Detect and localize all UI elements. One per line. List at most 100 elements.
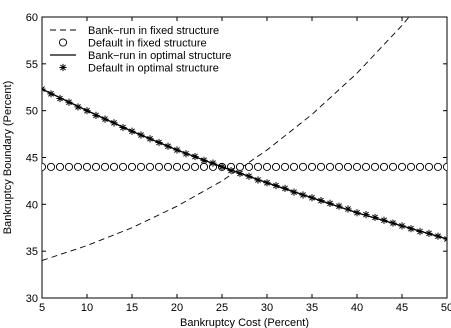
circle-marker bbox=[289, 162, 299, 171]
circle-marker bbox=[298, 162, 308, 171]
star-marker bbox=[443, 235, 447, 243]
legend-item: Default in optimal structure bbox=[59, 63, 219, 75]
star-marker bbox=[245, 172, 253, 180]
circle-marker bbox=[46, 162, 56, 171]
star-marker bbox=[92, 111, 100, 119]
y-tick-label: 50 bbox=[26, 106, 38, 118]
star-marker bbox=[209, 159, 217, 167]
x-tick-label: 5 bbox=[39, 302, 45, 314]
star-marker bbox=[416, 227, 424, 236]
legend-label: Bank−run in fixed structure bbox=[88, 25, 219, 37]
circle-marker bbox=[388, 162, 398, 171]
star-marker bbox=[56, 94, 64, 103]
star-marker bbox=[110, 119, 118, 127]
series-line bbox=[42, 17, 410, 261]
circle-marker bbox=[352, 162, 362, 171]
circle-marker bbox=[109, 162, 119, 171]
series-bank-run-in-fixed-structure bbox=[42, 17, 410, 261]
x-tick-label: 20 bbox=[171, 302, 183, 314]
circle-marker bbox=[235, 162, 245, 171]
circle-marker bbox=[42, 162, 47, 171]
circle-marker bbox=[271, 162, 281, 171]
star-marker bbox=[371, 213, 379, 222]
star-marker bbox=[236, 169, 244, 178]
star-marker bbox=[119, 123, 127, 132]
star-marker bbox=[164, 142, 172, 150]
legend-label: Bank−run in optimal structure bbox=[88, 50, 231, 62]
x-tick-label: 35 bbox=[306, 302, 318, 314]
star-marker bbox=[362, 211, 370, 219]
legend-item: Default in fixed structure bbox=[58, 38, 207, 50]
circle-marker bbox=[181, 162, 191, 171]
circle-marker bbox=[343, 162, 353, 171]
star-marker bbox=[74, 103, 82, 111]
star-marker bbox=[326, 199, 334, 207]
star-marker bbox=[155, 138, 163, 147]
circle-marker bbox=[82, 162, 92, 171]
y-tick-label: 35 bbox=[26, 246, 38, 258]
circle-marker bbox=[145, 162, 155, 171]
circle-marker bbox=[433, 162, 443, 171]
star-marker bbox=[59, 63, 67, 72]
legend-item: Bank−run in fixed structure bbox=[50, 25, 219, 37]
circle-marker bbox=[361, 162, 371, 171]
star-marker bbox=[254, 176, 262, 184]
star-marker bbox=[281, 184, 289, 193]
star-marker bbox=[42, 85, 46, 93]
y-tick-label: 40 bbox=[26, 199, 38, 211]
circle-marker bbox=[442, 162, 447, 171]
x-tick-label: 50 bbox=[441, 302, 451, 314]
circle-marker bbox=[370, 162, 380, 171]
circle-marker bbox=[64, 162, 74, 171]
star-marker bbox=[353, 209, 361, 217]
circle-marker bbox=[136, 162, 146, 171]
star-marker bbox=[47, 90, 55, 98]
circle-marker bbox=[280, 162, 290, 171]
star-marker bbox=[272, 182, 280, 190]
star-marker bbox=[398, 222, 406, 230]
star-marker bbox=[425, 229, 433, 237]
x-tick-label: 40 bbox=[351, 302, 363, 314]
star-marker bbox=[434, 232, 442, 240]
circle-marker bbox=[316, 162, 326, 171]
y-axis-ticks: 30 35 40 45 50 55 60 bbox=[26, 12, 447, 305]
star-marker bbox=[173, 146, 181, 154]
circle-marker bbox=[262, 162, 272, 171]
circle-marker bbox=[379, 162, 389, 171]
legend-label: Default in fixed structure bbox=[88, 38, 207, 50]
circle-marker bbox=[406, 162, 416, 171]
y-tick-label: 55 bbox=[26, 59, 38, 71]
x-tick-label: 10 bbox=[81, 302, 93, 314]
star-marker bbox=[146, 135, 154, 143]
y-tick-label: 45 bbox=[26, 153, 38, 165]
circle-marker bbox=[91, 162, 101, 171]
series-clip-group bbox=[42, 17, 447, 261]
circle-marker bbox=[163, 162, 173, 171]
star-marker bbox=[317, 196, 325, 205]
circle-marker bbox=[172, 162, 182, 171]
series-default-in-optimal-structure bbox=[42, 85, 447, 243]
star-marker bbox=[227, 167, 235, 175]
x-tick-label: 15 bbox=[126, 302, 138, 314]
circle-marker bbox=[127, 162, 137, 171]
star-marker bbox=[407, 225, 415, 233]
series-bank-run-in-optimal-structure bbox=[42, 88, 447, 240]
star-marker bbox=[128, 127, 136, 135]
star-marker bbox=[380, 216, 388, 224]
circle-marker bbox=[424, 162, 434, 171]
star-marker bbox=[335, 202, 343, 210]
x-tick-label: 30 bbox=[261, 302, 273, 314]
x-axis-label: Bankruptcy Cost (Percent) bbox=[180, 317, 309, 328]
star-marker bbox=[218, 163, 226, 171]
legend-swatch bbox=[58, 38, 68, 47]
star-marker bbox=[65, 98, 73, 106]
circle-marker bbox=[244, 162, 254, 171]
star-marker bbox=[191, 152, 199, 161]
star-marker bbox=[182, 150, 190, 158]
series-default-in-fixed-structure bbox=[42, 162, 447, 171]
star-marker bbox=[263, 179, 271, 187]
series-line bbox=[42, 88, 447, 240]
circle-marker bbox=[199, 162, 209, 171]
